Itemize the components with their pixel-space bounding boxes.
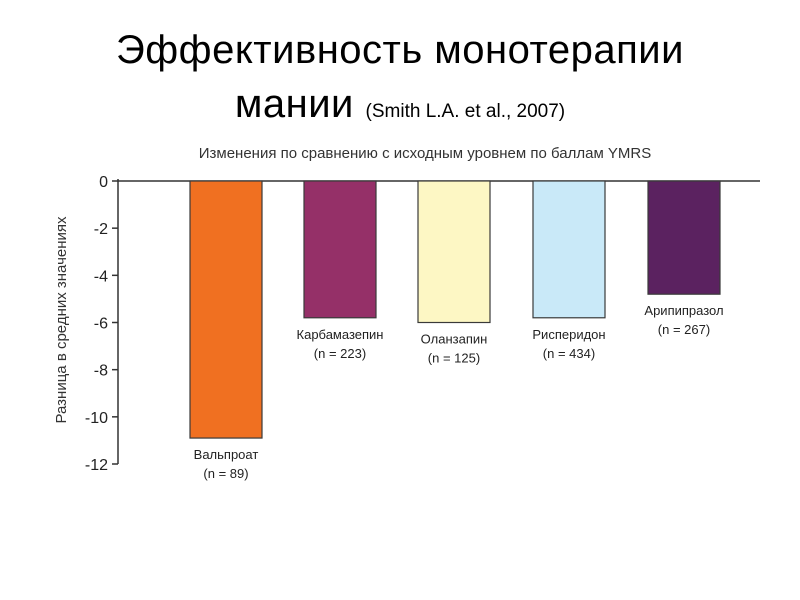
y-tick-label: -10 (85, 410, 108, 427)
bar-5 (647, 180, 721, 295)
citation: (Smith L.A. et al., 2007) (365, 101, 566, 122)
slide-title-word: мании (234, 82, 354, 126)
bar-category-label: Арипипразол (644, 303, 723, 318)
bar-1 (189, 180, 263, 439)
bar-sample-size-label: (n = 125) (428, 351, 480, 366)
bar-category-label: Карбамазепин (297, 327, 384, 342)
y-tick-label: -8 (94, 363, 108, 380)
y-axis-label: Разница в средних значениях (53, 216, 70, 424)
slide-title-line-2: мании (Smith L.A. et al., 2007) (0, 80, 800, 136)
y-tick-label: 0 (99, 174, 108, 191)
y-tick-label: -6 (94, 316, 108, 333)
bar-category-label: Вальпроат (194, 447, 259, 462)
bar-3 (417, 180, 491, 324)
bar-category-label: Оланзапин (421, 332, 488, 347)
bar-sample-size-label: (n = 267) (658, 322, 710, 337)
bar-4 (532, 180, 606, 319)
bar-sample-size-label: (n = 223) (314, 346, 366, 361)
y-tick-label: -2 (94, 221, 108, 238)
y-tick-label: -4 (94, 268, 108, 285)
bar-sample-size-label: (n = 434) (543, 346, 595, 361)
slide-title-line-1: Эффективность монотерапии (116, 28, 684, 72)
chart-title: Изменения по сравнению с исходным уровне… (199, 145, 652, 162)
y-tick-label: -12 (85, 457, 108, 474)
bar-sample-size-label: (n = 89) (203, 466, 248, 481)
bar-2 (303, 180, 377, 319)
bar-category-label: Рисперидон (532, 327, 605, 342)
